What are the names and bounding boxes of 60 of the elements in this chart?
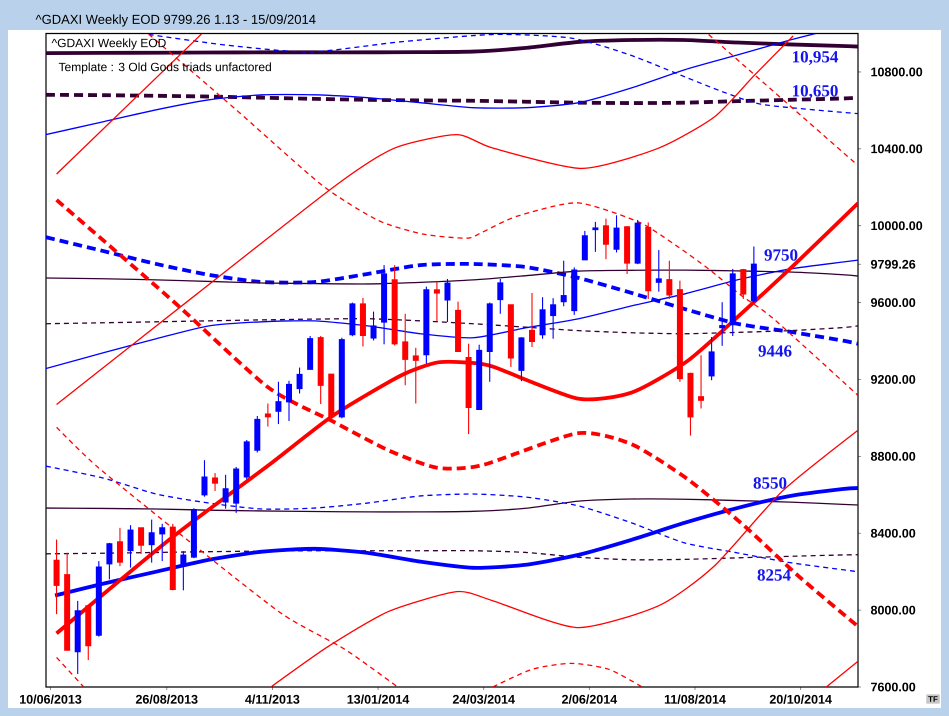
line-series	[46, 318, 858, 334]
candlestick	[666, 260, 672, 300]
x-tick-label: 24/03/2014	[452, 694, 515, 704]
y-tick-label: 8400.00	[870, 528, 916, 538]
annotation: 8550	[754, 477, 786, 489]
candlestick	[560, 260, 567, 307]
x-tick-label: 20/10/2014	[770, 694, 832, 704]
candlestick	[434, 281, 440, 322]
candlestick	[370, 311, 377, 341]
candlestick	[148, 519, 155, 564]
chart-title: ^GDAXI Weekly EOD 9799.26 1.13 - 15/09/2014	[36, 14, 316, 27]
candlestick	[180, 550, 186, 591]
candlestick	[592, 221, 598, 252]
y-tick-label: 8800.00	[870, 452, 916, 461]
x-tick-label: 4/11/2013	[245, 694, 300, 704]
candlestick	[128, 524, 134, 568]
candlestick	[602, 218, 609, 260]
x-tick-label: 11/08/2014	[664, 694, 726, 704]
candlestick	[412, 347, 419, 404]
x-tick-label: 2/06/2014	[562, 694, 618, 704]
candlestick	[529, 292, 535, 348]
line-series	[46, 550, 858, 560]
chart-subtitle: ^GDAXI Weekly EOD	[52, 38, 166, 50]
annotation: 9446	[758, 345, 792, 357]
candlestick	[444, 278, 450, 323]
candlestick	[212, 472, 218, 492]
y-tick-label: 7600.00	[871, 682, 916, 692]
y-tick-label: 9600.00	[870, 298, 916, 308]
x-tick-label: 13/01/2014	[348, 694, 410, 704]
candlestick	[698, 354, 704, 410]
annotation: 10,954	[793, 51, 838, 65]
y-tick-label: 9799.26	[870, 260, 916, 269]
candlestick	[138, 527, 144, 554]
annotation: 9750	[764, 249, 798, 261]
candlestick	[497, 278, 504, 314]
y-tick-label: 9200.00	[870, 375, 916, 384]
x-tick-label: 10/06/2013	[20, 694, 82, 704]
text: TF	[928, 696, 938, 702]
candlestick	[550, 298, 556, 340]
candlestick	[159, 523, 166, 562]
candlestick	[614, 214, 620, 253]
candlestick	[402, 313, 408, 386]
candlestick	[222, 474, 229, 510]
line-series	[46, 498, 858, 513]
candlestick	[201, 460, 208, 498]
y-tick-label: 10400.00	[871, 144, 922, 154]
y-tick-label: 10000.00	[871, 221, 922, 230]
candlestick	[116, 527, 123, 567]
candlestick	[286, 380, 292, 422]
annotation: 8254	[758, 569, 791, 581]
candlestick	[106, 542, 112, 580]
candlestick	[275, 381, 282, 425]
candlestick	[656, 250, 662, 292]
candlestick	[296, 367, 303, 394]
y-tick-label: 8000.00	[870, 606, 916, 615]
y-tick-label: 10800.00	[871, 68, 922, 76]
line-series	[46, 269, 858, 285]
candlestick	[264, 402, 271, 428]
annotation: 10,650	[793, 85, 838, 99]
x-tick-label: 26/08/2013	[136, 694, 198, 704]
